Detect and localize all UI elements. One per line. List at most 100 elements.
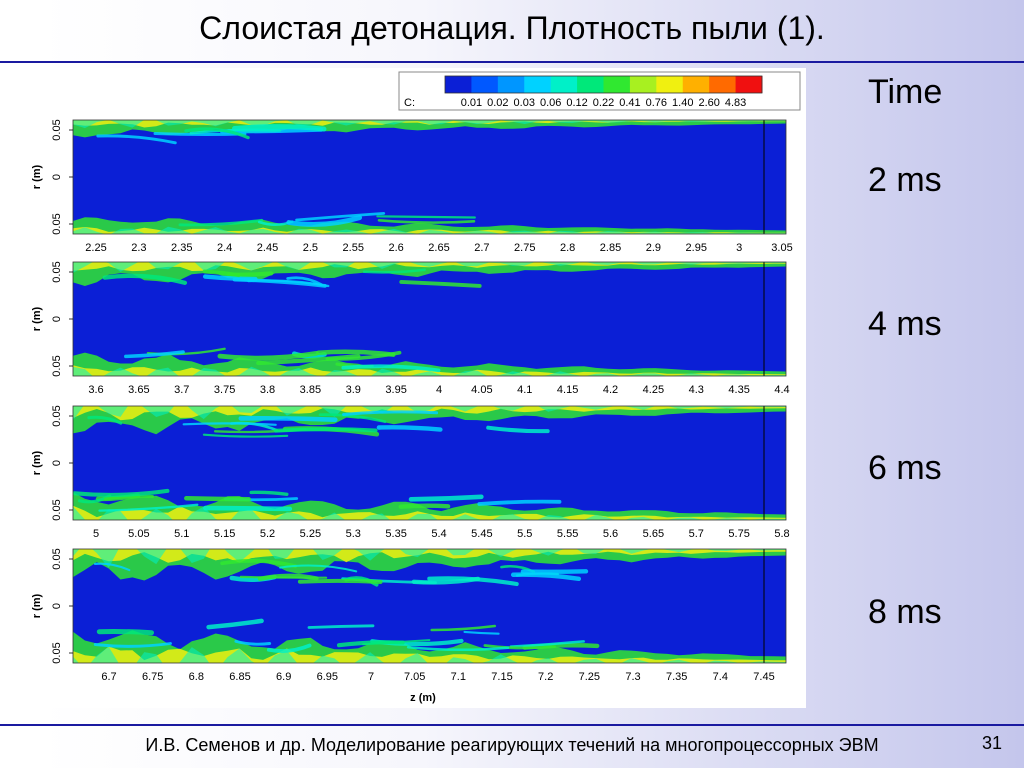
x-tick-label: 7.1 — [451, 671, 466, 683]
dust-filament — [274, 427, 378, 433]
dust-filament — [182, 422, 277, 426]
dust-filament — [376, 425, 443, 432]
dust-filament — [286, 276, 323, 286]
dust-filament — [295, 212, 386, 222]
dust-filament — [509, 640, 585, 648]
heatmap-layers — [73, 549, 786, 663]
x-tick-label: 7.2 — [538, 671, 553, 683]
dust-filament — [376, 215, 476, 219]
colorbar-prefix: C: — [404, 97, 415, 109]
x-tick-label: 2.8 — [560, 242, 575, 254]
dust-filament — [266, 643, 312, 653]
colorbar-swatch — [550, 76, 578, 93]
x-tick-label: 2.85 — [600, 242, 621, 254]
dust-filament — [297, 578, 383, 584]
x-tick-label: 3.65 — [128, 384, 149, 396]
x-tick-label: 2.9 — [646, 242, 661, 254]
dust-filament — [87, 415, 123, 425]
x-tick-label: 3.05 — [771, 242, 792, 254]
dust-layer — [73, 226, 786, 234]
dust-filament — [217, 351, 319, 361]
x-tick-label: 5.05 — [128, 528, 149, 540]
colorbar-level-label: 1.40 — [672, 97, 693, 109]
x-tick-label: 5.75 — [728, 528, 749, 540]
x-tick-label: 5.15 — [214, 528, 235, 540]
heatmap-background — [73, 406, 786, 520]
x-tick-label: 5.5 — [517, 528, 532, 540]
colorbar-swatch — [682, 76, 710, 93]
y-tick-label: 0.05 — [51, 642, 63, 663]
dust-filament — [256, 353, 361, 366]
x-tick-label: 6.75 — [142, 671, 163, 683]
colorbar-swatch — [577, 76, 604, 93]
dust-filament — [93, 562, 131, 572]
dust-filament — [232, 124, 327, 132]
dust-filament — [93, 642, 172, 648]
x-tick-label: 4.2 — [603, 384, 618, 396]
x-tick-label: 2.45 — [257, 242, 278, 254]
colorbar-level-label: 0.06 — [540, 97, 561, 109]
x-tick-label: 4.05 — [471, 384, 492, 396]
x-tick-label: 5.55 — [557, 528, 578, 540]
y-axis-label: r (m) — [31, 450, 43, 475]
heatmap-layers — [73, 262, 786, 376]
x-tick-label: 4.1 — [517, 384, 532, 396]
dust-filament — [318, 413, 387, 424]
x-tick-label: 2.7 — [474, 242, 489, 254]
x-tick-label: 7.3 — [625, 671, 640, 683]
dust-filament — [408, 494, 484, 502]
density-figure: C: 0.01 0.02 0.03 0.06 0.12 0.22 0.41 0.76 1.40 2.… — [26, 68, 806, 708]
dust-filament — [184, 495, 251, 502]
x-tick-label: 4 — [436, 384, 442, 396]
colorbar-border — [444, 75, 763, 94]
panel-1 — [69, 119, 787, 235]
time-label-4ms: 4 ms — [868, 305, 942, 343]
y-tick-label: 0.05 — [51, 499, 63, 520]
y-tick-label: 0.05 — [51, 261, 63, 282]
dust-filament — [249, 490, 289, 496]
x-tick-label: 6.7 — [101, 671, 116, 683]
x-tick-label: 5.4 — [431, 528, 446, 540]
dust-filament — [486, 425, 550, 434]
colorbar-swatch — [603, 76, 631, 93]
time-label-2ms: 2 ms — [868, 161, 942, 199]
x-tick-label: 2.25 — [85, 242, 106, 254]
colorbar-swatch — [709, 76, 737, 93]
dust-filament — [342, 410, 439, 416]
y-tick-label: 0 — [51, 460, 63, 466]
x-tick-label: 4.4 — [774, 384, 789, 396]
colorbar-swatch — [656, 76, 684, 93]
slide-title: Слоистая детонация. Плотность пыли (1). — [199, 10, 825, 46]
y-tick-label: 0 — [51, 603, 63, 609]
x-tick-label: 3.85 — [300, 384, 321, 396]
x-tick-label: 2.3 — [131, 242, 146, 254]
dust-layer — [73, 646, 786, 663]
footer-divider — [0, 724, 1024, 726]
heatmap-background — [73, 549, 786, 663]
dust-filament — [398, 503, 451, 509]
dust-filament — [96, 629, 154, 636]
dust-layer — [73, 406, 786, 421]
dust-filament — [78, 494, 111, 504]
x-tick-label: 7.05 — [404, 671, 425, 683]
y-tick-label: 0 — [51, 316, 63, 322]
colorbar-level-label: 0.01 — [461, 97, 482, 109]
x-tick-label: 7.45 — [753, 671, 774, 683]
x-tick-label: 7.35 — [666, 671, 687, 683]
x-tick-label: 2.5 — [303, 242, 318, 254]
dust-filament — [307, 624, 375, 629]
panel-3 — [69, 405, 787, 521]
heatmap-background — [73, 120, 786, 234]
x-tick-label: 6.9 — [276, 671, 291, 683]
dust-layer — [73, 549, 786, 568]
x-tick-label: 7.25 — [579, 671, 600, 683]
dust-layer — [73, 366, 786, 376]
y-axis-label: r (m) — [31, 593, 43, 618]
x-tick-label: 3.9 — [346, 384, 361, 396]
colorbar-swatch — [445, 76, 472, 93]
dust-filament — [220, 559, 298, 568]
x-tick-label: 5.7 — [689, 528, 704, 540]
x-tick-label: 7.4 — [713, 671, 728, 683]
dust-filament — [463, 630, 500, 635]
page-number: 31 — [982, 733, 1003, 753]
